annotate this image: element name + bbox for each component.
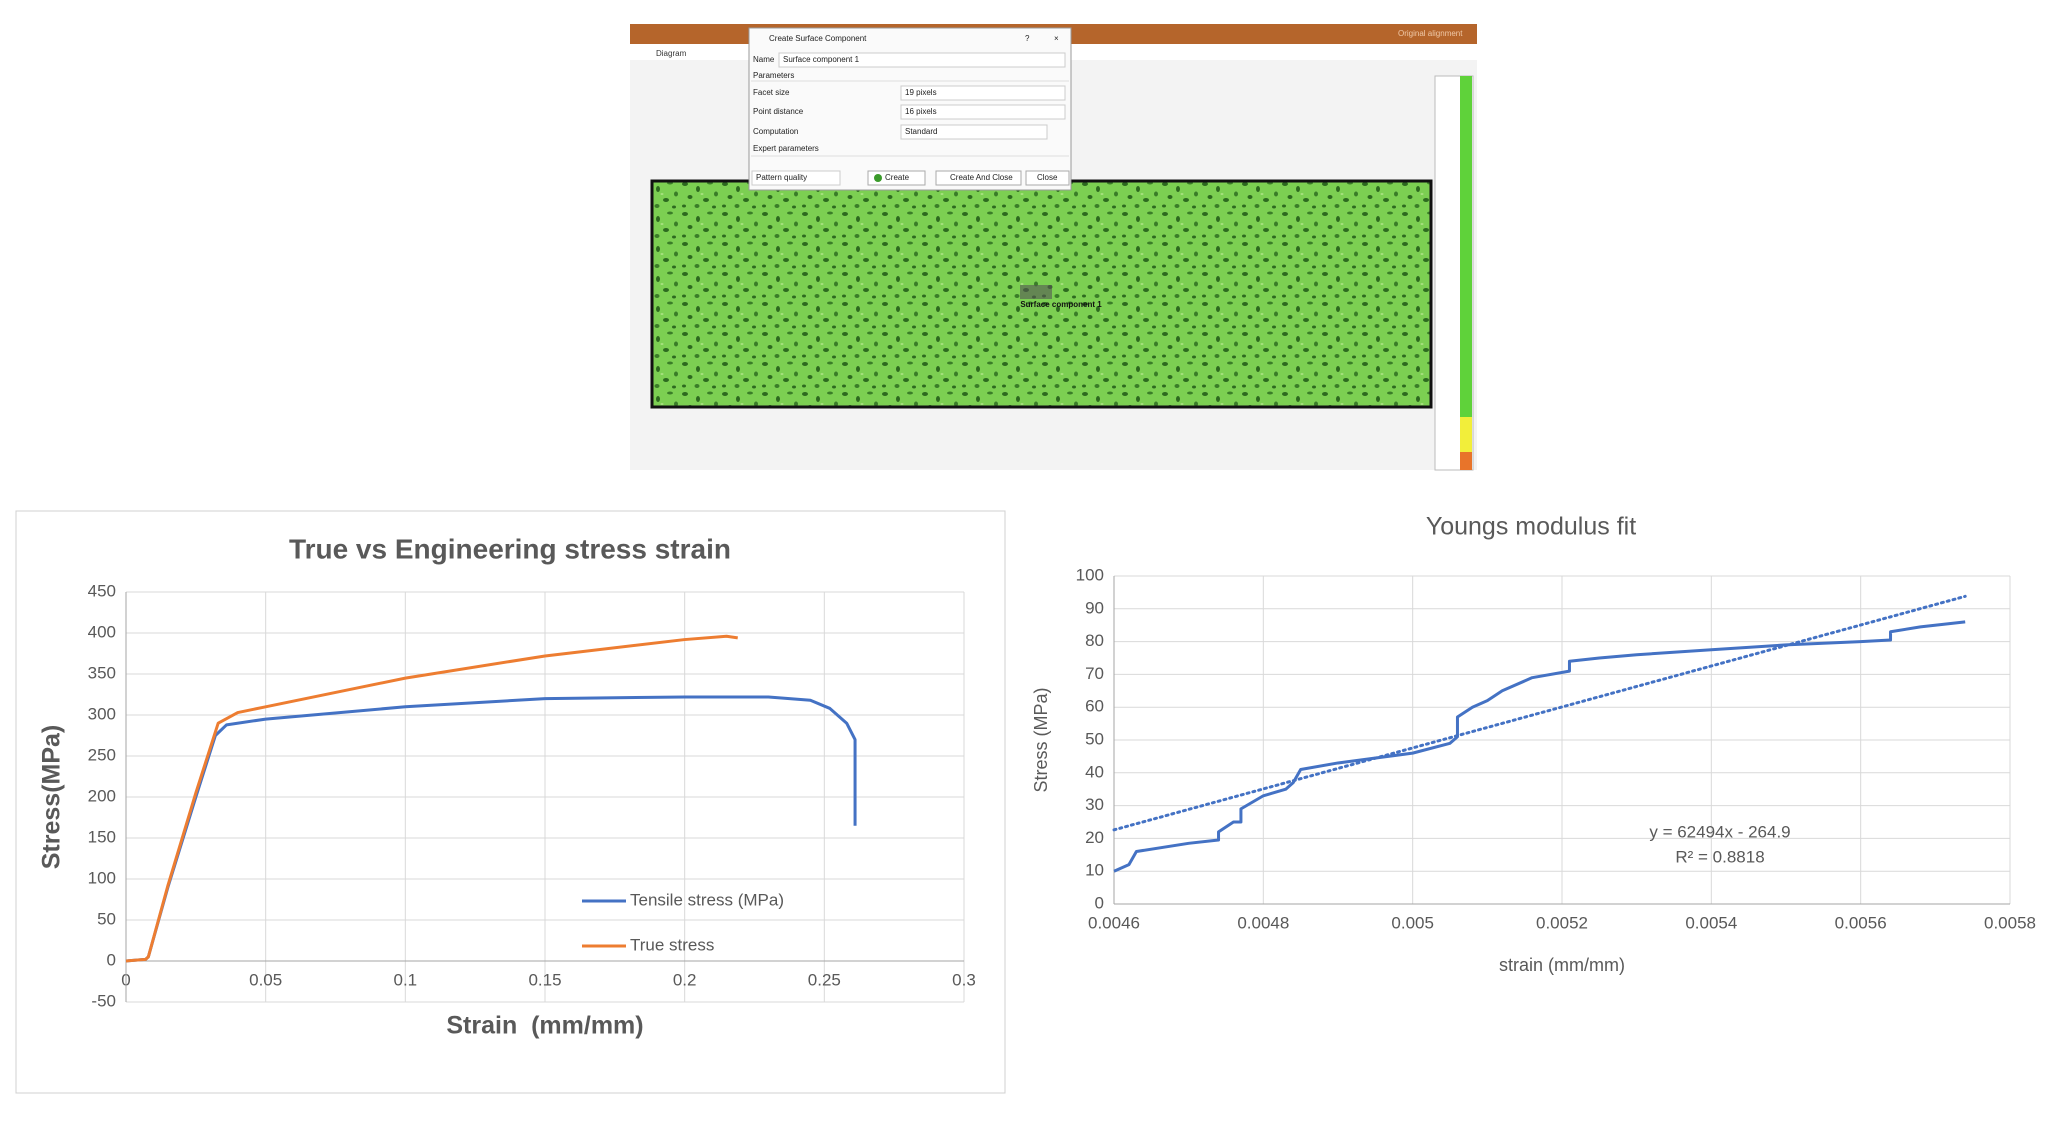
input-value: 16 pixels [905,107,937,116]
x-tick-label: 0.0056 [1835,913,1887,932]
x-tick-label: 0.0048 [1237,913,1289,932]
annotation: R² = 0.8818 [1675,847,1764,866]
button[interactable] [867,170,926,186]
component-label: Surface component 1 [1020,300,1102,309]
field-label: Computation [753,127,798,136]
field-label: Point distance [753,107,804,116]
x-axis-title: strain (mm/mm) [1499,955,1625,975]
software-screenshot: Original alignment Diagram Surface compo… [630,24,1477,471]
x-tick-label: 0.0046 [1088,913,1140,932]
input[interactable] [900,85,1066,101]
close-icon[interactable]: × [1054,34,1059,43]
y-tick-label: 0 [107,950,116,969]
tab[interactable]: Diagram [656,49,687,58]
y-tick-label: 450 [88,581,116,600]
dialog: Create Surface Component ? × Name Surfac… [748,27,1072,191]
dialog-title: Create Surface Component [769,34,867,43]
series-line [125,634,738,963]
x-tick-label: 0.05 [249,970,282,989]
button[interactable] [1025,170,1070,186]
y-tick-label: 400 [88,622,116,641]
y-tick-label: 50 [1085,729,1104,748]
series-line [1112,594,1967,832]
y-tick-label: 60 [1085,697,1104,716]
field-label: Facet size [753,88,790,97]
legend-label: True stress [630,935,714,954]
input[interactable] [778,52,1066,68]
x-tick-label: 0.0058 [1984,913,2036,932]
x-axis-title: Strain (mm/mm) [446,1012,643,1040]
button-label: Close [1037,173,1058,182]
button-label: Create [885,173,910,182]
section-label: Parameters [753,71,794,80]
section-label[interactable]: Expert parameters [753,144,819,153]
chart-title: True vs Engineering stress strain [289,533,731,564]
y-tick-label: 200 [88,786,116,805]
input[interactable] [900,104,1066,120]
button-icon [874,174,882,182]
scale-green [1460,76,1472,417]
chart-title: Youngs modulus fit [1426,513,1636,541]
x-tick-label: 0.1 [394,970,418,989]
y-tick-label: 90 [1085,598,1104,617]
input-value: Surface component 1 [783,55,860,64]
input-value: 19 pixels [905,88,937,97]
help-button[interactable]: ? [1025,34,1030,43]
legend-label: Tensile stress (MPa) [630,890,784,909]
chart-frame [15,510,1006,1094]
y-tick-label: 80 [1085,631,1104,650]
button[interactable] [935,170,1022,186]
y-tick-label: 0 [1095,893,1104,912]
toolbar-label: Original alignment [1398,29,1463,38]
y-tick-label: 250 [88,745,116,764]
field-label: Name [753,55,775,64]
y-tick-label: 300 [88,704,116,723]
button-label: Create And Close [950,173,1013,182]
x-tick-label: 0.3 [952,970,976,989]
y-tick-label: -50 [91,991,116,1010]
y-tick-label: 100 [1076,565,1104,584]
x-tick-label: 0.005 [1391,913,1434,932]
x-tick-label: 0.15 [528,970,561,989]
dropdown[interactable] [900,124,1048,140]
series-line [1113,620,1966,873]
scale-orange [1460,452,1472,470]
x-tick-label: 0.2 [673,970,697,989]
y-axis-title: Stress (MPa) [1031,687,1051,792]
input-value: Standard [905,127,937,136]
y-tick-label: 50 [97,909,116,928]
component-icon [1020,285,1052,299]
y-tick-label: 20 [1085,828,1104,847]
y-axis-title: Stress(MPa) [38,725,66,870]
y-tick-label: 10 [1085,861,1104,880]
y-tick-label: 70 [1085,664,1104,683]
scale-yellow [1460,417,1472,452]
y-tick-label: 40 [1085,762,1104,781]
dropdown-value: Pattern quality [756,173,807,182]
y-tick-label: 150 [88,827,116,846]
dropdown[interactable] [751,170,841,186]
y-tick-label: 100 [88,868,116,887]
y-tick-label: 350 [88,663,116,682]
x-tick-label: 0.0052 [1536,913,1588,932]
x-tick-label: 0.0054 [1685,913,1737,932]
annotation: y = 62494x - 264.9 [1649,822,1790,841]
y-tick-label: 30 [1085,795,1104,814]
x-tick-label: 0.25 [808,970,841,989]
